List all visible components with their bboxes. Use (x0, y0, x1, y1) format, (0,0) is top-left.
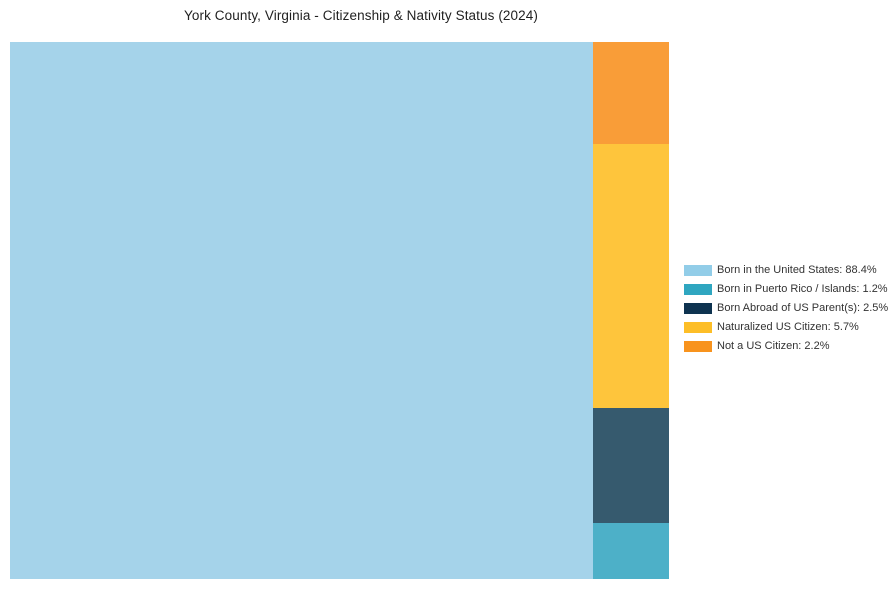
treemap-rect-not-a-us-citizen[interactable] (592, 42, 669, 144)
legend-label-born-in-puerto-rico: Born in Puerto Rico / Islands: 1.2% (717, 283, 888, 295)
treemap-rect-naturalized-us-citizen[interactable] (592, 143, 669, 408)
chart-title: York County, Virginia - Citizenship & Na… (184, 8, 538, 23)
treemap-rect-born-abroad-us-parents[interactable] (592, 407, 669, 524)
treemap-rect-born-in-puerto-rico-islands[interactable] (592, 523, 669, 579)
legend-label-naturalized: Naturalized US Citizen: 5.7% (717, 321, 859, 333)
treemap-rect-born-in-us[interactable] (10, 42, 593, 579)
legend-label-not-a-citizen: Not a US Citizen: 2.2% (717, 340, 830, 352)
legend-swatch-born-abroad (684, 302, 712, 314)
legend-swatch-not-a-citizen (684, 340, 712, 352)
legend-label-born-abroad: Born Abroad of US Parent(s): 2.5% (717, 302, 889, 314)
legend-item-born-abroad[interactable]: Born Abroad of US Parent(s): 2.5% (684, 302, 888, 314)
legend-item-born-in-puerto-rico[interactable]: Born in Puerto Rico / Islands: 1.2% (684, 283, 888, 295)
legend-item-naturalized[interactable]: Naturalized US Citizen: 5.7% (684, 321, 888, 333)
legend-item-born-in-us[interactable]: Born in the United States: 88.4% (684, 264, 888, 276)
legend-swatch-born-in-puerto-rico (684, 283, 712, 295)
legend-swatch-naturalized (684, 321, 712, 333)
legend-label-born-in-us: Born in the United States: 88.4% (717, 264, 877, 276)
treemap-column (592, 42, 669, 579)
legend: Born in the United States: 88.4% Born in… (684, 264, 888, 352)
legend-item-not-a-citizen[interactable]: Not a US Citizen: 2.2% (684, 340, 888, 352)
treemap-plot (10, 42, 669, 579)
legend-swatch-born-in-us (684, 264, 712, 276)
